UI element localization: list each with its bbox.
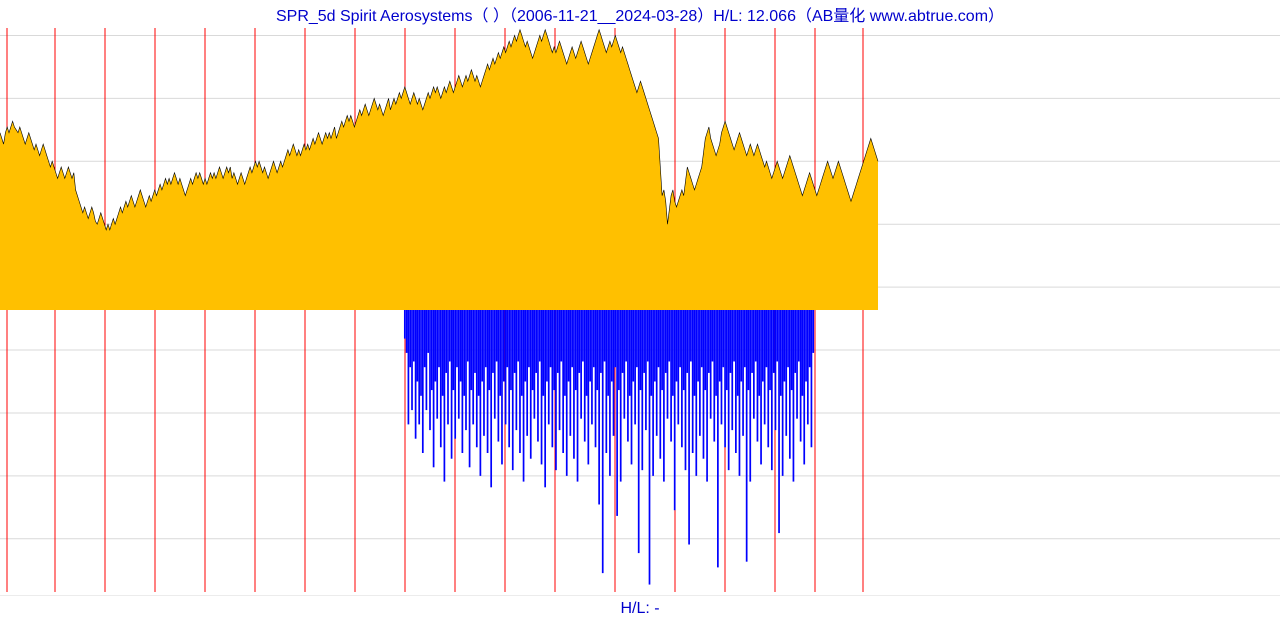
chart-area (0, 24, 1280, 596)
chart-svg (0, 24, 1280, 596)
chart-title: SPR_5d Spirit Aerosystems（ ）（2006-11-21_… (0, 2, 1280, 26)
chart-footer: H/L: - (0, 600, 1280, 618)
